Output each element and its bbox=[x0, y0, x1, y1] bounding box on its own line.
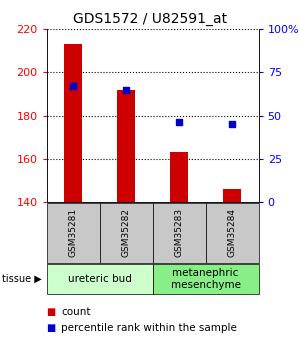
Text: GSM35284: GSM35284 bbox=[228, 208, 237, 257]
Point bbox=[177, 120, 182, 125]
Text: GSM35283: GSM35283 bbox=[175, 208, 184, 257]
Text: ureteric bud: ureteric bud bbox=[68, 274, 131, 284]
Point bbox=[230, 121, 235, 127]
Bar bbox=[170, 152, 188, 202]
Point bbox=[124, 87, 128, 92]
Text: ■: ■ bbox=[46, 324, 56, 333]
Text: GDS1572 / U82591_at: GDS1572 / U82591_at bbox=[73, 12, 227, 26]
Text: GSM35282: GSM35282 bbox=[122, 208, 130, 257]
Text: count: count bbox=[61, 307, 91, 317]
Text: ■: ■ bbox=[46, 307, 56, 317]
Text: GSM35281: GSM35281 bbox=[68, 208, 77, 257]
Bar bbox=[223, 189, 242, 202]
Text: percentile rank within the sample: percentile rank within the sample bbox=[61, 324, 237, 333]
Bar bbox=[117, 90, 135, 202]
Point bbox=[70, 83, 75, 89]
Text: tissue ▶: tissue ▶ bbox=[2, 274, 41, 284]
Bar bbox=[64, 45, 82, 202]
Text: metanephric
mesenchyme: metanephric mesenchyme bbox=[171, 268, 241, 289]
